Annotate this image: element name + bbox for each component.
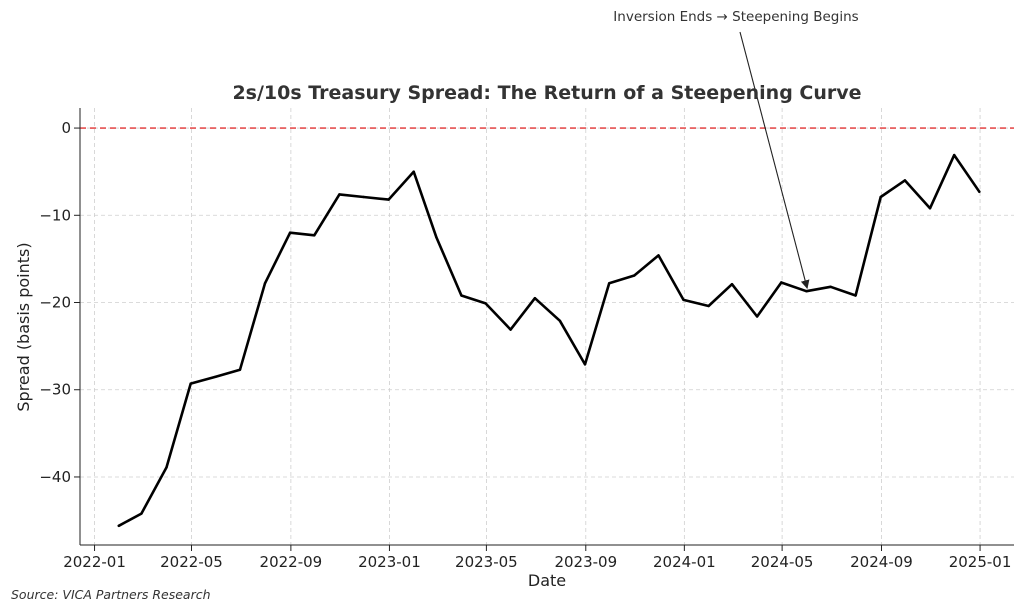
data-point [978,190,981,193]
data-point [140,512,143,515]
data-point [903,179,907,182]
data-point [879,195,882,199]
x-tick-label: 2022-05 [160,553,223,571]
y-tick-label: 0 [61,119,71,137]
data-point [313,234,316,237]
grid-lines [80,108,1014,545]
y-tick-label: −40 [39,468,71,486]
data-point [583,363,587,366]
data-point [953,153,956,157]
data-point [165,466,168,469]
data-point [682,298,685,302]
y-axis-label: Spread (basis points) [14,242,33,411]
data-point [412,170,415,173]
x-tick-label: 2022-09 [260,553,323,571]
data-point [362,195,365,199]
data-point [854,294,857,297]
y-tick-label: −20 [39,294,71,312]
x-tick-label: 2024-09 [850,553,913,571]
data-point [780,281,783,284]
y-tick-label: −30 [39,381,71,399]
data-point [730,283,734,286]
data-point [533,297,537,300]
x-tick-label: 2022-01 [63,553,126,571]
axes: 2022-01 2022-05 2022-09 2023-01 2023-05 2023-… [39,108,1014,571]
x-tick-label: 2024-05 [751,553,814,571]
data-point [117,524,121,527]
data-point [214,375,217,378]
data-point [288,231,292,234]
data-point [608,282,611,285]
chart-text-group: 2s/10s Treasury Spread: The Return of a … [11,9,862,602]
data-point [338,193,341,196]
x-tick-label: 2023-09 [554,553,617,571]
spread-series-line [117,153,981,528]
data-point [928,207,932,210]
data-point [263,282,267,285]
annotation-text: Inversion Ends → Steepening Begins [613,9,858,25]
y-tick-label: −10 [39,206,71,224]
data-point [189,382,192,385]
x-axis-label: Date [528,571,566,590]
data-point [707,304,710,308]
source-note: Source: VICA Partners Research [11,587,211,602]
data-point [484,302,487,305]
data-point [657,254,660,257]
series-group [117,31,981,528]
annotation-arrow [739,31,810,290]
chart-title: 2s/10s Treasury Spread: The Return of a … [232,82,861,104]
data-point [387,198,390,201]
data-point [460,294,463,297]
x-tick-label: 2023-01 [358,553,421,571]
x-tick-label: 2023-05 [455,553,518,571]
data-point [238,368,242,371]
data-point [805,290,808,293]
data-point [509,328,512,331]
data-point [633,274,636,277]
data-point [435,235,438,239]
data-point [829,285,832,288]
x-tick-label: 2024-01 [653,553,716,571]
data-point [558,319,562,322]
data-point [755,315,759,318]
x-tick-label: 2025-01 [949,553,1012,571]
